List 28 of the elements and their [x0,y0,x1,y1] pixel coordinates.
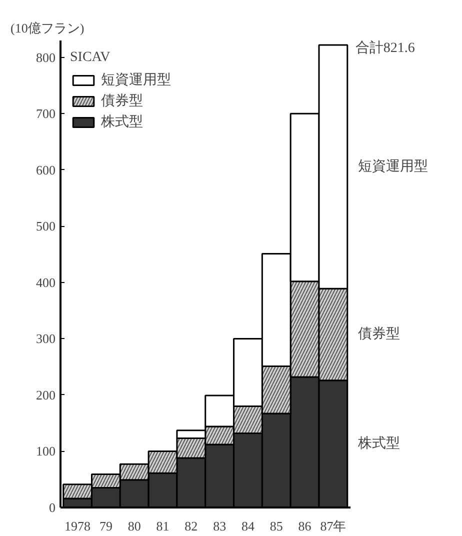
y-tick-label: 100 [36,444,56,459]
x-tick-label: 84 [241,518,255,534]
x-tick-label: 87年 [320,518,346,534]
y-tick-label: 200 [36,387,56,402]
y-tick-label: 400 [36,274,56,290]
y-axis-title: (10億フラン) [10,20,84,36]
x-tick-label: 1978 [64,518,91,534]
y-tick-label: 500 [36,218,56,234]
x-tick-label: 81 [156,518,170,534]
legend-title: SICAV [70,50,112,66]
legend-label: 株式型 [101,114,143,131]
text: 短資運用型 [358,159,428,174]
x-tick-label: 86 [298,518,312,534]
x-tick-label: 82 [184,518,198,534]
y-tick-label: 800 [36,50,56,65]
x-tick-label: 79 [99,518,112,534]
text: 株式型 [358,436,400,452]
legend-label: 短資運用型 [101,72,171,89]
text: 債券型 [358,326,400,342]
x-tick-label: 85 [270,518,283,534]
y-tick-label: 600 [36,162,56,178]
x-tick-label: 80 [128,518,141,534]
legend-label: 債券型 [101,92,143,110]
annotation: 合計821.6 [355,40,415,56]
x-tick-label: 83 [213,518,226,534]
y-tick-label: 0 [49,500,56,515]
y-tick-label: 300 [36,331,56,346]
y-tick-label: 700 [36,106,56,122]
